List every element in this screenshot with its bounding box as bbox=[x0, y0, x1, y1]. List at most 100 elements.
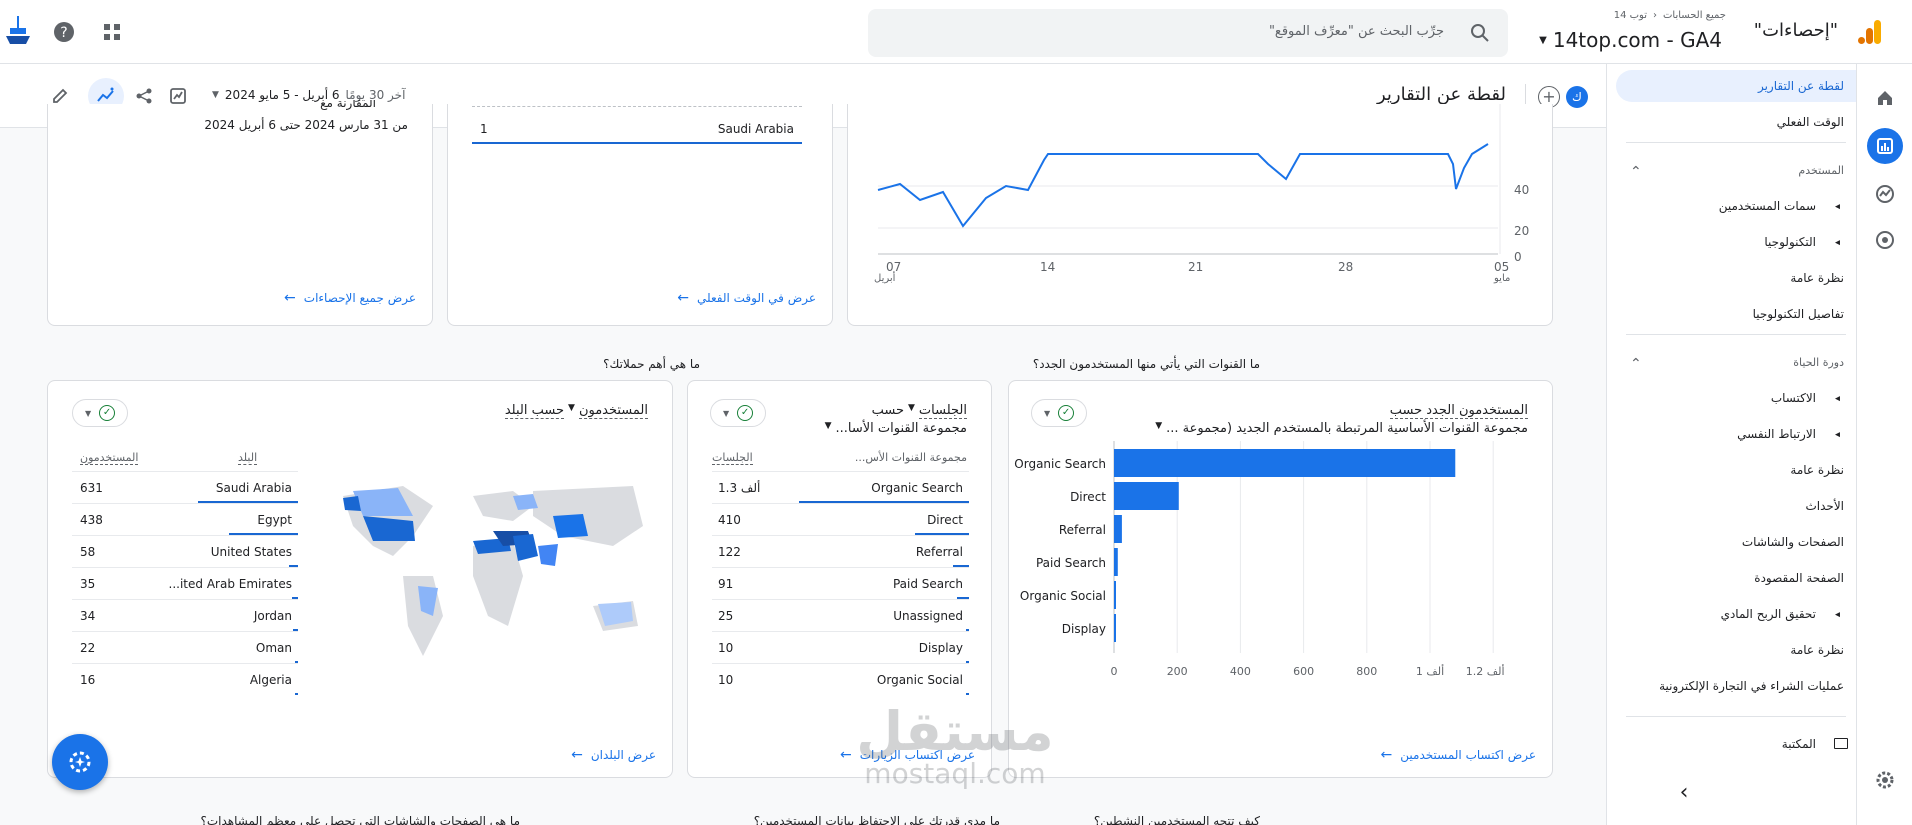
insights-fab[interactable] bbox=[52, 734, 108, 790]
card-dimension[interactable]: مجموعة القنوات الأسا... ▼ bbox=[825, 421, 967, 436]
nav-item[interactable]: نظرة عامة bbox=[1616, 634, 1856, 666]
nav-section-header[interactable]: دورة الحياة ⌃ bbox=[1616, 334, 1856, 378]
card-options[interactable]: ▼ ✓ bbox=[72, 399, 128, 427]
bar[interactable] bbox=[1114, 515, 1122, 543]
table-row[interactable]: Direct 410 bbox=[712, 503, 969, 535]
nav-group[interactable]: سمات المستخدمين ▸ bbox=[1616, 190, 1856, 222]
nav-item[interactable]: المكتبة bbox=[1616, 716, 1856, 760]
table-row[interactable]: Referral 122 bbox=[712, 535, 969, 567]
ship-avatar-icon[interactable] bbox=[4, 14, 32, 48]
collapse-chevron-icon[interactable]: ⌃ bbox=[1630, 164, 1642, 180]
nav-item[interactable]: لقطة عن التقارير bbox=[1616, 70, 1856, 102]
card-options[interactable]: ▼ ✓ bbox=[710, 399, 766, 427]
table-row[interactable]: Unassigned 25 bbox=[712, 599, 969, 631]
card-title[interactable]: الجلسات ▼ حسب bbox=[872, 403, 967, 419]
nav-item[interactable]: الوقت الفعلي bbox=[1616, 106, 1856, 138]
dimension-label: مجموعة القنوات الأسا... bbox=[835, 421, 968, 436]
dropdown-arrow-icon: ▼ bbox=[824, 421, 832, 431]
table-row[interactable]: Jordan 34 bbox=[72, 599, 298, 631]
dropdown-arrow-icon: ▼ bbox=[1043, 408, 1051, 418]
view-user-acquisition-link[interactable]: عرض اكتساب المستخدمين ← bbox=[1381, 747, 1536, 763]
row-bar bbox=[965, 629, 969, 631]
row-value: 58 bbox=[80, 545, 96, 559]
bar[interactable] bbox=[1114, 581, 1116, 609]
breadcrumb[interactable]: جميع الحسابات ‹ توب 14 bbox=[1614, 10, 1726, 21]
table-row[interactable]: Display 10 bbox=[712, 631, 969, 663]
property-selector[interactable]: ▼ 14top.com - GA4 bbox=[1539, 28, 1722, 52]
left-rail bbox=[1856, 64, 1912, 825]
view-all-insights-link[interactable]: عرض جميع الإحصاءات ← bbox=[284, 290, 416, 306]
view-countries-link[interactable]: عرض البلدان ← bbox=[571, 747, 656, 763]
nav-group[interactable]: تحقيق الربح المادي ▸ bbox=[1616, 598, 1856, 630]
advertising-icon[interactable] bbox=[1869, 224, 1901, 256]
view-realtime-link[interactable]: عرض في الوقت الفعلي ← bbox=[677, 290, 816, 306]
view-traffic-acquisition-link[interactable]: عرض اكتساب الزيارات ← bbox=[840, 747, 975, 763]
analytics-logo-icon[interactable] bbox=[1856, 18, 1884, 46]
bar[interactable] bbox=[1114, 482, 1179, 510]
search-placeholder: جرِّب البحث عن "معرِّف الموقع" bbox=[1268, 24, 1444, 39]
table-row[interactable]: Egypt 438 bbox=[72, 503, 298, 535]
expand-triangle-icon: ▸ bbox=[1834, 609, 1840, 620]
nav-section-header[interactable]: المستخدم ⌃ bbox=[1616, 142, 1856, 186]
share-icon[interactable] bbox=[128, 80, 160, 112]
date-range-picker[interactable]: ▼ 6 أبريل - 5 مايو 2024 آخر 30 يومًا bbox=[212, 88, 405, 102]
explore-icon[interactable] bbox=[1869, 178, 1901, 210]
reports-icon[interactable] bbox=[1867, 128, 1903, 164]
nav-group[interactable]: الارتباط النفسي ▸ bbox=[1616, 418, 1856, 450]
table-row[interactable]: Algeria 16 bbox=[72, 663, 298, 695]
table-row[interactable]: Oman 22 bbox=[72, 631, 298, 663]
expand-triangle-icon: ▸ bbox=[1834, 393, 1840, 404]
bar[interactable] bbox=[1114, 614, 1116, 642]
table-row[interactable]: Paid Search 91 bbox=[712, 567, 969, 599]
table-row[interactable]: ...ited Arab Emirates 35 bbox=[72, 567, 298, 599]
table-row[interactable]: Organic Social 10 bbox=[712, 663, 969, 695]
row-value: 410 bbox=[718, 513, 741, 527]
avatar[interactable]: ك bbox=[1566, 86, 1588, 108]
nav-item[interactable]: تفاصيل التكنولوجيا bbox=[1616, 298, 1856, 330]
search-icon[interactable] bbox=[1470, 23, 1490, 47]
search-box[interactable]: جرِّب البحث عن "معرِّف الموقع" bbox=[868, 9, 1508, 57]
card-options[interactable]: ▼ ✓ bbox=[1031, 399, 1087, 427]
edit-pencil-icon[interactable] bbox=[44, 80, 76, 112]
nav-group[interactable]: التكنولوجيا ▸ bbox=[1616, 226, 1856, 258]
nav-group[interactable]: الاكتساب ▸ bbox=[1616, 382, 1856, 414]
customize-report-icon[interactable] bbox=[162, 80, 194, 112]
check-circle-icon: ✓ bbox=[737, 405, 754, 421]
category-label: Organic Social bbox=[1020, 589, 1106, 603]
nav-item[interactable]: نظرة عامة bbox=[1616, 454, 1856, 486]
nav-label: دورة الحياة bbox=[1793, 356, 1844, 369]
home-icon[interactable] bbox=[1869, 82, 1901, 114]
category-label: Organic Search bbox=[1014, 457, 1106, 471]
dropdown-arrow-icon: ▼ bbox=[1539, 34, 1547, 46]
link-text: عرض اكتساب المستخدمين bbox=[1400, 748, 1536, 762]
card-title[interactable]: المستخدمون ▼ حسب البلد bbox=[504, 403, 648, 419]
collapse-nav-icon[interactable]: ‹ bbox=[1679, 779, 1689, 805]
nav-item[interactable]: الصفحة المقصودة bbox=[1616, 562, 1856, 594]
link-text: عرض جميع الإحصاءات bbox=[303, 291, 416, 305]
bar[interactable] bbox=[1114, 449, 1456, 477]
table-row[interactable]: United States 58 bbox=[72, 535, 298, 567]
row-value: 16 bbox=[80, 673, 96, 687]
table-row[interactable]: Saudi Arabia 631 bbox=[72, 471, 298, 503]
channels-bar-chart: 0 200 400 600 800 1 ألف 1.2 ألف Organic Search D… bbox=[1014, 441, 1505, 678]
nav-item[interactable]: عمليات الشراء في التجارة الإلكترونية bbox=[1616, 670, 1856, 702]
apps-grid-icon[interactable] bbox=[96, 16, 128, 48]
nav-item[interactable]: الأحداث bbox=[1616, 490, 1856, 522]
svg-text:?: ? bbox=[60, 25, 67, 41]
comparison-range: من 31 مارس 2024 حتى 6 أبريل 2024 bbox=[204, 118, 408, 132]
nav-item[interactable]: نظرة عامة bbox=[1616, 262, 1856, 294]
collapse-chevron-icon[interactable]: ⌃ bbox=[1630, 356, 1642, 372]
breadcrumb-account[interactable]: توب 14 bbox=[1613, 10, 1648, 21]
divider bbox=[1626, 142, 1846, 143]
card-dimension[interactable]: مجموعة القنوات الأساسية المرتبطة بالمستخ… bbox=[1155, 421, 1528, 436]
category-label: Display bbox=[1062, 622, 1106, 636]
table-row[interactable]: Organic Search 1.3 ألف bbox=[712, 471, 969, 503]
breadcrumb-all-accounts[interactable]: جميع الحسابات bbox=[1663, 10, 1726, 21]
dotted-header-line bbox=[472, 106, 802, 107]
nav-item[interactable]: الصفحات والشاشات bbox=[1616, 526, 1856, 558]
help-icon[interactable]: ? bbox=[48, 16, 80, 48]
bar[interactable] bbox=[1114, 548, 1118, 576]
row-value: 438 bbox=[80, 513, 103, 527]
nav-label: الاكتساب bbox=[1770, 391, 1816, 405]
settings-gear-icon[interactable] bbox=[1869, 764, 1901, 796]
